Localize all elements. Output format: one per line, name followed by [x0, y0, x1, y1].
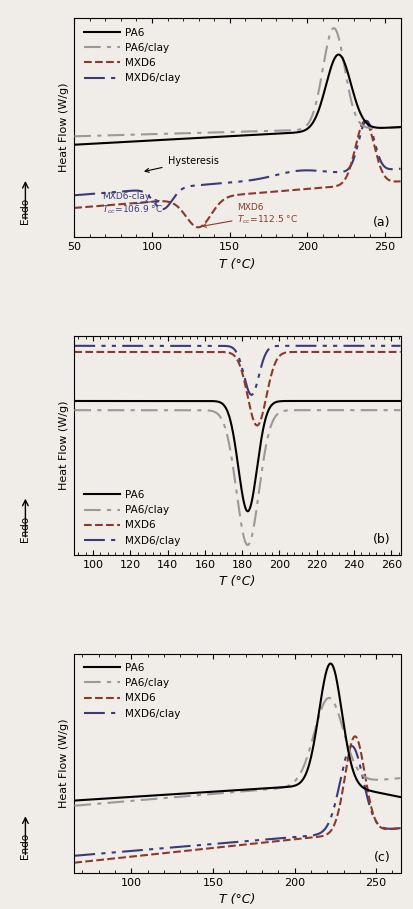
X-axis label: T (°C): T (°C): [219, 257, 256, 271]
Y-axis label: Heat Flow (W/g): Heat Flow (W/g): [59, 401, 69, 490]
Text: MXD6
$T_{cc}$=112.5 °C: MXD6 $T_{cc}$=112.5 °C: [203, 203, 299, 227]
Text: Endo: Endo: [20, 834, 31, 859]
Text: Endo: Endo: [20, 515, 31, 542]
Y-axis label: Heat Flow (W/g): Heat Flow (W/g): [59, 718, 69, 808]
Text: MXD6-clay
$T_{cc}$=106.9 °C: MXD6-clay $T_{cc}$=106.9 °C: [102, 193, 164, 215]
Text: (c): (c): [374, 851, 391, 864]
Text: Hysteresis: Hysteresis: [145, 155, 218, 173]
Legend: PA6, PA6/clay, MXD6, MXD6/clay: PA6, PA6/clay, MXD6, MXD6/clay: [80, 24, 185, 87]
Text: Endo: Endo: [20, 198, 31, 224]
X-axis label: T (°C): T (°C): [219, 575, 256, 588]
Legend: PA6, PA6/clay, MXD6, MXD6/clay: PA6, PA6/clay, MXD6, MXD6/clay: [80, 659, 185, 723]
Text: (b): (b): [373, 534, 391, 546]
Text: (a): (a): [373, 215, 391, 228]
X-axis label: T (°C): T (°C): [219, 893, 256, 906]
Y-axis label: Heat Flow (W/g): Heat Flow (W/g): [59, 83, 69, 173]
Legend: PA6, PA6/clay, MXD6, MXD6/clay: PA6, PA6/clay, MXD6, MXD6/clay: [80, 485, 185, 550]
